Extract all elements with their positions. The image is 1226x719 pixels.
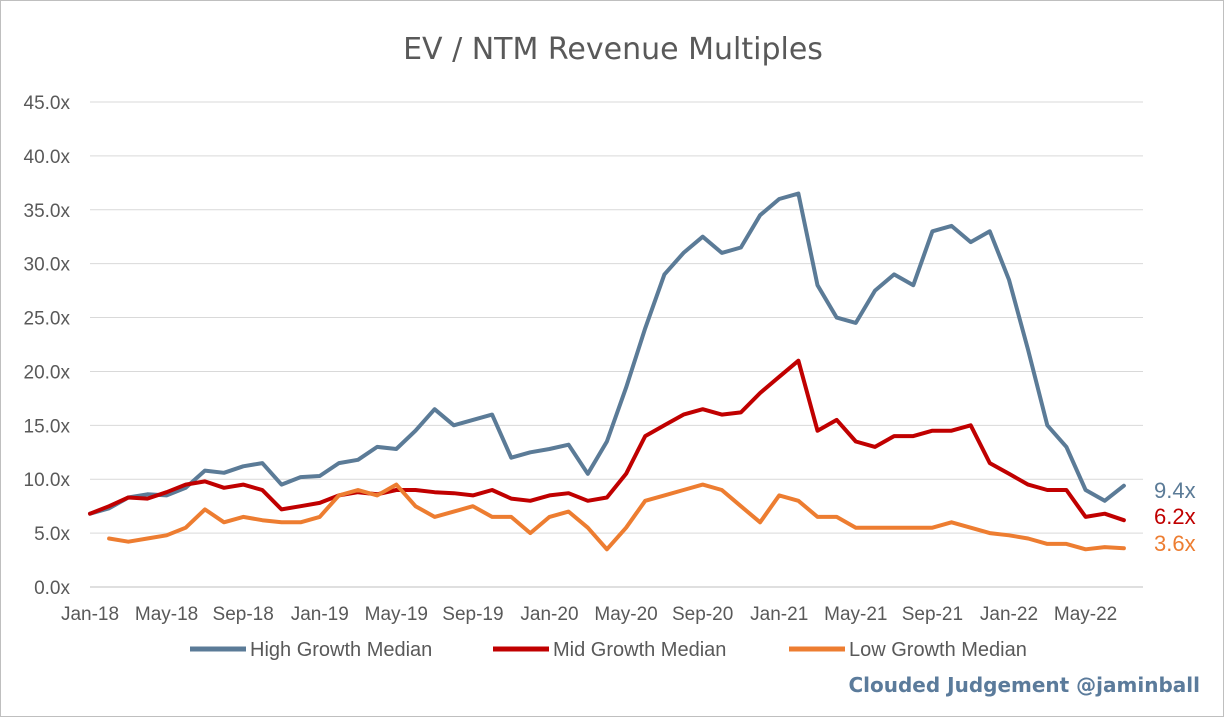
x-axis-tick-labels: Jan-18 May-18 Sep-18 Jan-19 May-19 Sep-19 Jan-… — [61, 604, 1117, 625]
end-value-labels: 9.4x6.2x3.6x — [1154, 478, 1196, 556]
x-tick-label: May-18 — [135, 604, 198, 625]
y-tick-label: 25.0x — [24, 309, 71, 330]
x-tick-label: Sep-19 — [442, 604, 503, 625]
x-tick-label: May-20 — [594, 604, 657, 625]
x-tick-label: May-22 — [1054, 604, 1117, 625]
gridlines — [90, 101, 1143, 588]
legend-item: Mid Growth Median — [493, 639, 726, 661]
x-tick-label: May-19 — [365, 604, 428, 625]
series-lines — [88, 191, 1126, 552]
y-tick-label: 5.0x — [34, 524, 70, 545]
y-tick-label: 30.0x — [24, 255, 71, 276]
x-tick-label: Jan-18 — [61, 604, 119, 625]
x-tick-label: Jan-19 — [291, 604, 349, 625]
x-tick-label: Sep-20 — [672, 604, 733, 625]
y-tick-label: 15.0x — [24, 416, 71, 437]
x-tick-label: Jan-21 — [750, 604, 808, 625]
end-label-2: 3.6x — [1154, 531, 1196, 556]
legend-item: High Growth Median — [190, 639, 432, 661]
y-tick-label: 35.0x — [24, 201, 71, 222]
x-tick-label: Sep-21 — [902, 604, 963, 625]
y-axis-tick-labels: 0.0x 5.0x 10.0x 15.0x 20.0x 25.0x 30.0x 35.0x 40… — [24, 93, 71, 599]
legend-item: Low Growth Median — [789, 639, 1027, 661]
y-tick-label: 10.0x — [24, 470, 71, 491]
series-line-0 — [88, 191, 1126, 516]
y-tick-label: 45.0x — [24, 93, 71, 114]
x-tick-label: Jan-22 — [980, 604, 1038, 625]
y-tick-label: 20.0x — [24, 362, 71, 383]
series-line-1 — [88, 358, 1126, 523]
end-label-0: 9.4x — [1154, 478, 1196, 503]
legend-label: Mid Growth Median — [553, 639, 726, 661]
y-tick-label: 0.0x — [34, 578, 70, 599]
legend-label: High Growth Median — [250, 639, 432, 661]
x-tick-label: Jan-20 — [520, 604, 578, 625]
series-line-2 — [107, 482, 1126, 552]
legend: High Growth Median Mid Growth Median Low G… — [190, 639, 1027, 661]
watermark-credit: Clouded Judgement @jaminball — [848, 673, 1200, 697]
end-label-1: 6.2x — [1154, 504, 1196, 529]
chart-title: EV / NTM Revenue Multiples — [403, 32, 823, 67]
x-tick-label: Sep-18 — [213, 604, 274, 625]
legend-label: Low Growth Median — [849, 639, 1027, 661]
x-tick-label: May-21 — [824, 604, 887, 625]
y-tick-label: 40.0x — [24, 147, 71, 168]
